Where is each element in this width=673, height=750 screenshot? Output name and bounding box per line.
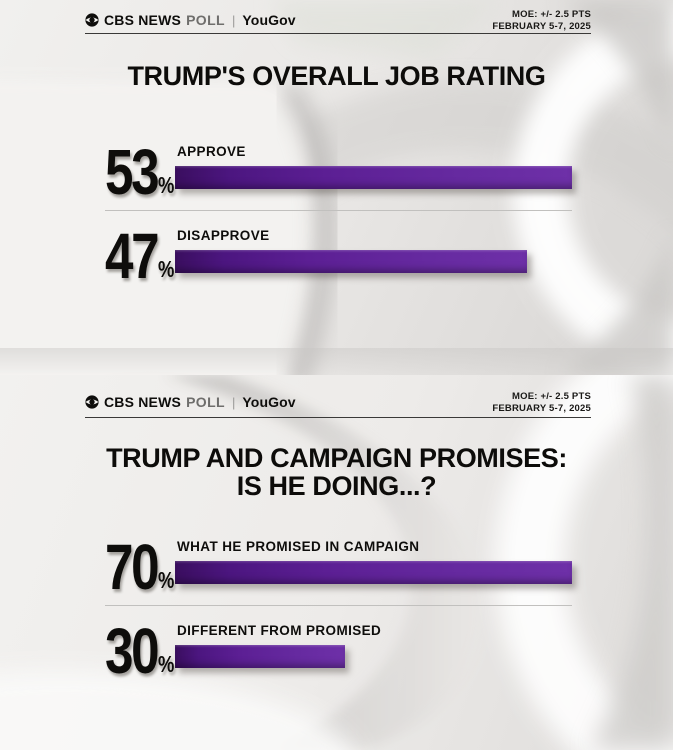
moe-block: MOE: +/- 2.5 PTS FEBRUARY 5-7, 2025 <box>492 9 591 34</box>
percent-sign: % <box>157 567 175 593</box>
panel-campaign-promises: CBS NEWS POLL | YouGov MOE: +/- 2.5 PTS … <box>0 375 673 750</box>
date-line: FEBRUARY 5-7, 2025 <box>492 21 591 33</box>
panel-header: CBS NEWS POLL | YouGov MOE: +/- 2.5 PTS … <box>85 391 591 416</box>
bar-label: APPROVE <box>177 144 246 159</box>
brand-divider: | <box>232 12 236 28</box>
poll-label: POLL <box>186 394 225 410</box>
row-divider <box>105 605 572 606</box>
header-rule <box>85 33 591 34</box>
percent-value: 47 <box>105 220 160 292</box>
bar-track <box>175 250 572 273</box>
percent-sign: % <box>157 172 175 198</box>
bar-fill-promised <box>175 561 572 584</box>
brand-lockup: CBS NEWS POLL | YouGov <box>85 391 296 410</box>
brand-divider: | <box>232 394 236 410</box>
title-line-1: TRUMP AND CAMPAIGN PROMISES: <box>106 443 567 474</box>
bar-column: APPROVE <box>175 142 572 189</box>
bar-chart: 70 % WHAT HE PROMISED IN CAMPAIGN <box>105 531 572 687</box>
bar-label: WHAT HE PROMISED IN CAMPAIGN <box>177 539 420 554</box>
percent-block: 30 % <box>105 615 175 687</box>
bar-column: WHAT HE PROMISED IN CAMPAIGN <box>175 537 572 584</box>
bar-chart: 53 % APPROVE 47 <box>105 136 572 292</box>
bar-row-approve: 53 % APPROVE <box>105 136 572 208</box>
row-divider <box>105 210 572 211</box>
percent-block: 53 % <box>105 136 175 208</box>
percent-block: 47 % <box>105 220 175 292</box>
bar-row-promised: 70 % WHAT HE PROMISED IN CAMPAIGN <box>105 531 572 603</box>
bar-track <box>175 645 572 668</box>
header-rule <box>85 417 591 418</box>
moe-line: MOE: +/- 2.5 PTS <box>512 391 591 402</box>
bar-row-disapprove: 47 % DISAPPROVE <box>105 220 572 292</box>
cbs-news-label: CBS NEWS <box>104 12 182 28</box>
bar-track <box>175 561 572 584</box>
bar-label: DISAPPROVE <box>177 228 270 243</box>
percent-block: 70 % <box>105 531 175 603</box>
cbs-eye-icon <box>85 13 99 27</box>
chart-title: TRUMP'S OVERALL JOB RATING <box>127 61 546 92</box>
bar-label: DIFFERENT FROM PROMISED <box>177 623 382 638</box>
bar-column: DIFFERENT FROM PROMISED <box>175 621 572 668</box>
poll-label: POLL <box>186 12 225 28</box>
cbs-news-label: CBS NEWS <box>104 394 182 410</box>
percent-sign: % <box>157 651 175 677</box>
title-line-2: IS HE DOING...? <box>236 471 437 502</box>
bar-fill-disapprove <box>175 250 528 273</box>
bar-column: DISAPPROVE <box>175 226 572 273</box>
cbs-eye-icon <box>85 395 99 409</box>
panel-job-rating: CBS NEWS POLL | YouGov MOE: +/- 2.5 PTS … <box>0 0 673 375</box>
date-line: FEBRUARY 5-7, 2025 <box>492 403 591 415</box>
percent-value: 30 <box>105 615 160 687</box>
chart-title: TRUMP AND CAMPAIGN PROMISES: IS HE DOING… <box>20 444 653 501</box>
bar-track <box>175 166 572 189</box>
percent-sign: % <box>157 256 175 282</box>
bar-fill-different <box>175 645 346 668</box>
moe-line: MOE: +/- 2.5 PTS <box>512 9 591 20</box>
moe-block: MOE: +/- 2.5 PTS FEBRUARY 5-7, 2025 <box>492 391 591 416</box>
bar-row-different: 30 % DIFFERENT FROM PROMISED <box>105 615 572 687</box>
panel-header: CBS NEWS POLL | YouGov MOE: +/- 2.5 PTS … <box>85 9 591 34</box>
yougov-label: YouGov <box>242 12 296 28</box>
yougov-label: YouGov <box>242 394 296 410</box>
percent-value: 70 <box>105 531 160 603</box>
bar-fill-approve <box>175 166 572 189</box>
brand-lockup: CBS NEWS POLL | YouGov <box>85 9 296 28</box>
percent-value: 53 <box>105 136 160 208</box>
